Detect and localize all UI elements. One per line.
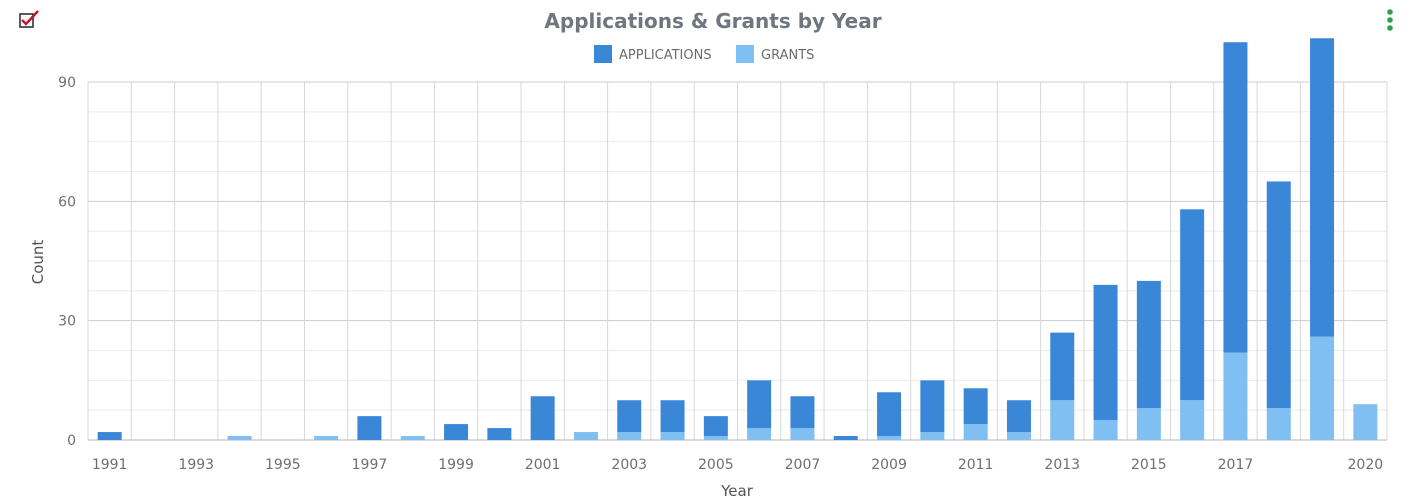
bar-grants-2019[interactable] — [1310, 336, 1335, 440]
bar-applications-2011[interactable] — [963, 388, 988, 425]
bar-applications-2005[interactable] — [703, 416, 728, 437]
bar-applications-2015[interactable] — [1136, 280, 1161, 409]
bar-grants-2013[interactable] — [1050, 400, 1075, 440]
bar-applications-2007[interactable] — [790, 396, 815, 429]
y-tick-label: 90 — [58, 75, 76, 91]
bar-grants-2015[interactable] — [1136, 408, 1161, 440]
x-tick-label: 1993 — [178, 457, 214, 473]
bar-grants-2003[interactable] — [617, 432, 642, 440]
legend: APPLICATIONS GRANTS — [594, 45, 814, 63]
bar-applications-2014[interactable] — [1093, 284, 1118, 421]
bar-grants-2016[interactable] — [1180, 400, 1205, 440]
bar-grants-1998[interactable] — [400, 436, 425, 440]
bar-applications-2016[interactable] — [1180, 209, 1205, 401]
x-tick-label: 2017 — [1218, 457, 1254, 473]
chart-grid — [87, 81, 1388, 441]
y-tick-label: 60 — [58, 194, 76, 210]
x-tick-label: 2007 — [785, 457, 821, 473]
legend-swatch-grants — [736, 45, 754, 63]
bar-applications-1991[interactable] — [97, 432, 122, 440]
bar-applications-2006[interactable] — [747, 380, 772, 429]
x-axis-ticks: 1991 1993 1995 1997 1999 2001 2003 2005 2007 2009… — [92, 457, 1383, 473]
y-axis-label: Count — [29, 240, 47, 285]
x-tick-label: 1991 — [92, 457, 128, 473]
legend-item-applications[interactable]: APPLICATIONS — [594, 45, 712, 63]
chart-title: Applications & Grants by Year — [544, 9, 881, 33]
bar-applications-2004[interactable] — [660, 400, 685, 433]
bar-grants-2018[interactable] — [1266, 408, 1291, 440]
y-axis-ticks: 0 30 60 90 — [58, 75, 76, 449]
y-tick-label: 0 — [67, 433, 76, 449]
bar-applications-1999[interactable] — [444, 424, 469, 440]
bar-grants-2002[interactable] — [573, 432, 598, 440]
bar-applications-2000[interactable] — [487, 428, 512, 440]
vertical-dots-menu-icon[interactable] — [1384, 8, 1396, 34]
bar-grants-2006[interactable] — [747, 428, 772, 440]
x-tick-label: 1997 — [352, 457, 388, 473]
bar-grants-1996[interactable] — [314, 436, 339, 440]
bar-grants-2004[interactable] — [660, 432, 685, 440]
bar-applications-2018[interactable] — [1266, 181, 1291, 409]
x-tick-label: 2005 — [698, 457, 734, 473]
chart-bars — [97, 38, 1378, 440]
bar-grants-2020[interactable] — [1353, 404, 1378, 440]
x-tick-label: 2003 — [611, 457, 647, 473]
bar-applications-2003[interactable] — [617, 400, 642, 433]
bar-applications-2017[interactable] — [1223, 42, 1248, 353]
y-tick-label: 30 — [58, 314, 76, 330]
bar-grants-2011[interactable] — [963, 424, 988, 440]
bar-grants-2014[interactable] — [1093, 420, 1118, 440]
bar-applications-2001[interactable] — [530, 396, 555, 440]
x-tick-label: 1995 — [265, 457, 301, 473]
bar-grants-2005[interactable] — [703, 436, 728, 440]
x-tick-label: 1999 — [438, 457, 474, 473]
bar-grants-2009[interactable] — [877, 436, 902, 440]
bar-applications-2019[interactable] — [1310, 38, 1335, 337]
x-tick-label: 2001 — [525, 457, 561, 473]
x-axis-label: Year — [720, 482, 754, 500]
bar-grants-2012[interactable] — [1006, 432, 1031, 440]
bar-applications-2013[interactable] — [1050, 332, 1075, 401]
bar-applications-1997[interactable] — [357, 416, 382, 440]
x-tick-label: 2015 — [1131, 457, 1167, 473]
bar-grants-2017[interactable] — [1223, 352, 1248, 440]
bar-applications-2012[interactable] — [1006, 400, 1031, 433]
bar-grants-1994[interactable] — [227, 436, 252, 440]
legend-swatch-applications — [594, 45, 612, 63]
bar-applications-2010[interactable] — [920, 380, 945, 433]
checkbox-checked-icon[interactable] — [18, 10, 40, 30]
bar-applications-2008[interactable] — [833, 436, 858, 440]
bar-grants-2007[interactable] — [790, 428, 815, 440]
legend-label-grants: GRANTS — [761, 48, 814, 63]
x-tick-label: 2009 — [871, 457, 907, 473]
x-tick-label: 2020 — [1348, 457, 1384, 473]
legend-label-applications: APPLICATIONS — [619, 48, 712, 63]
x-tick-label: 2011 — [958, 457, 994, 473]
bar-applications-2009[interactable] — [877, 392, 902, 437]
legend-item-grants[interactable]: GRANTS — [736, 45, 814, 63]
x-tick-label: 2013 — [1044, 457, 1080, 473]
bar-grants-2010[interactable] — [920, 432, 945, 440]
